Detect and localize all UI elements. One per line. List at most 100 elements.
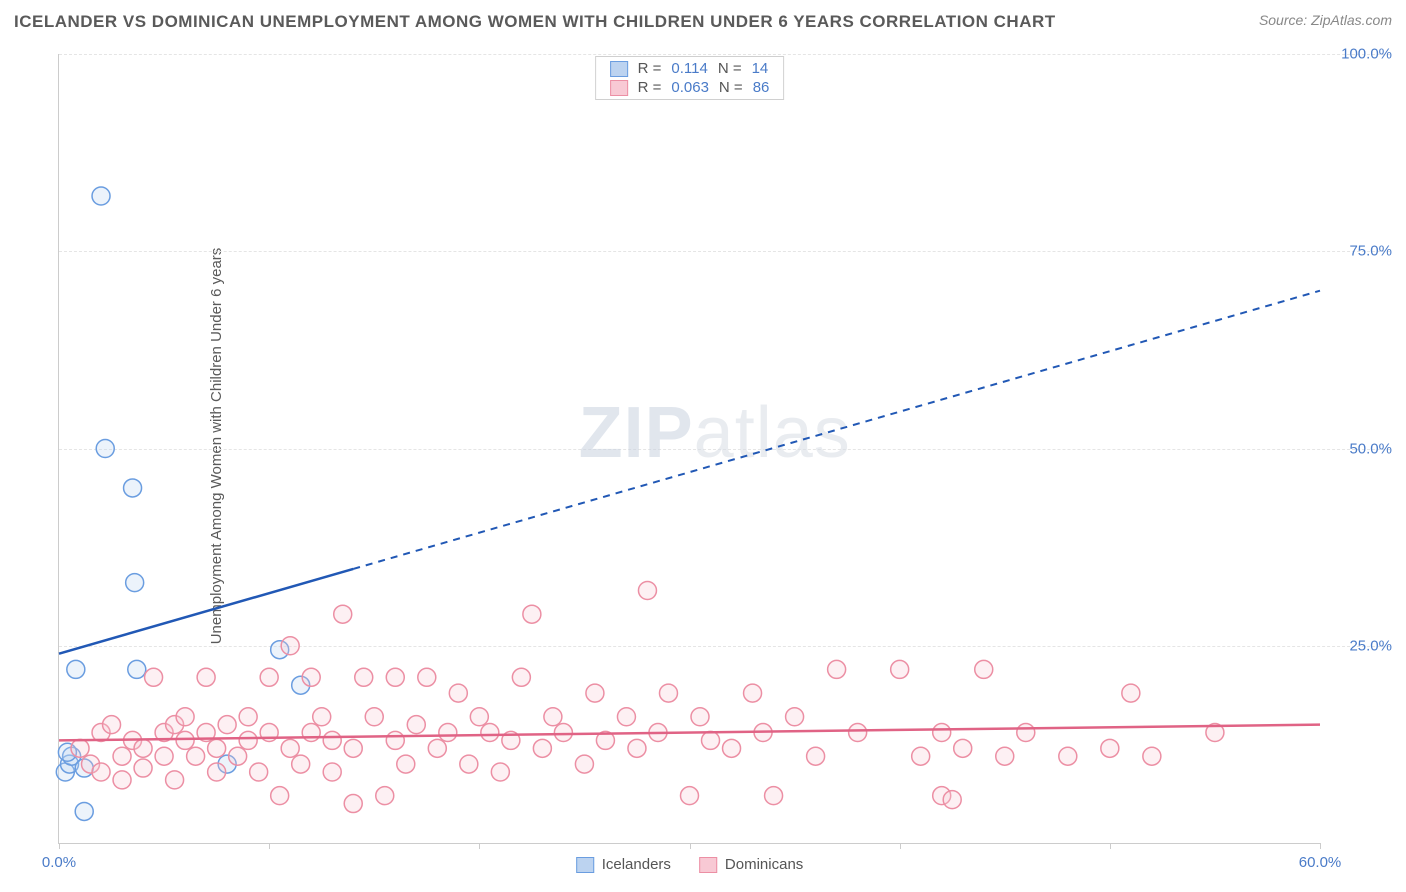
y-tick-label: 50.0%	[1349, 440, 1392, 457]
data-point	[481, 724, 499, 742]
data-point	[92, 763, 110, 781]
x-tick	[900, 843, 901, 849]
data-point	[302, 724, 320, 742]
data-point	[176, 708, 194, 726]
data-point	[807, 747, 825, 765]
data-point	[533, 739, 551, 757]
data-point	[418, 668, 436, 686]
data-point	[386, 668, 404, 686]
stats-row: R =0.114N =14	[596, 59, 784, 78]
data-point	[617, 708, 635, 726]
data-point	[575, 755, 593, 773]
data-point	[723, 739, 741, 757]
data-point	[71, 739, 89, 757]
data-point	[460, 755, 478, 773]
scatter-svg	[59, 54, 1320, 843]
stat-r-value: 0.063	[671, 79, 709, 96]
data-point	[491, 763, 509, 781]
legend-label: Icelanders	[602, 856, 671, 873]
header: ICELANDER VS DOMINICAN UNEMPLOYMENT AMON…	[14, 12, 1392, 32]
data-point	[523, 605, 541, 623]
data-point	[334, 605, 352, 623]
data-point	[659, 684, 677, 702]
data-point	[355, 668, 373, 686]
data-point	[113, 771, 131, 789]
x-tick	[1320, 843, 1321, 849]
x-tick	[59, 843, 60, 849]
data-point	[691, 708, 709, 726]
legend-item: Dominicans	[699, 856, 803, 873]
legend-item: Icelanders	[576, 856, 671, 873]
trend-line-dashed	[353, 291, 1320, 569]
data-point	[218, 716, 236, 734]
stat-n-value: 14	[752, 60, 769, 77]
chart-title: ICELANDER VS DOMINICAN UNEMPLOYMENT AMON…	[14, 12, 1056, 32]
data-point	[933, 724, 951, 742]
data-point	[67, 660, 85, 678]
data-point	[239, 731, 257, 749]
data-point	[250, 763, 268, 781]
data-point	[208, 739, 226, 757]
legend-swatch	[576, 857, 594, 873]
data-point	[1101, 739, 1119, 757]
data-point	[344, 795, 362, 813]
data-point	[92, 187, 110, 205]
y-tick-label: 100.0%	[1341, 46, 1392, 63]
data-point	[702, 731, 720, 749]
data-point	[681, 787, 699, 805]
x-tick-label: 60.0%	[1299, 854, 1342, 871]
data-point	[376, 787, 394, 805]
data-point	[449, 684, 467, 702]
data-point	[912, 747, 930, 765]
data-point	[554, 724, 572, 742]
data-point	[470, 708, 488, 726]
data-point	[113, 747, 131, 765]
data-point	[628, 739, 646, 757]
stat-r-value: 0.114	[671, 60, 707, 77]
data-point	[197, 668, 215, 686]
source-label: Source: ZipAtlas.com	[1259, 12, 1392, 28]
stat-n-label: N =	[719, 79, 743, 96]
data-point	[638, 582, 656, 600]
data-point	[943, 791, 961, 809]
data-point	[208, 763, 226, 781]
chart-container: ICELANDER VS DOMINICAN UNEMPLOYMENT AMON…	[0, 0, 1406, 892]
legend-swatch	[610, 80, 628, 96]
stats-row: R =0.063N =86	[596, 78, 784, 97]
y-tick-label: 25.0%	[1349, 637, 1392, 654]
x-tick	[269, 843, 270, 849]
data-point	[292, 755, 310, 773]
data-point	[323, 763, 341, 781]
data-point	[765, 787, 783, 805]
legend-label: Dominicans	[725, 856, 803, 873]
data-point	[407, 716, 425, 734]
data-point	[544, 708, 562, 726]
data-point	[239, 708, 257, 726]
x-tick	[479, 843, 480, 849]
data-point	[128, 660, 146, 678]
data-point	[176, 731, 194, 749]
data-point	[1017, 724, 1035, 742]
data-point	[187, 747, 205, 765]
data-point	[134, 739, 152, 757]
data-point	[124, 479, 142, 497]
data-point	[397, 755, 415, 773]
data-point	[166, 771, 184, 789]
stat-n-label: N =	[718, 60, 742, 77]
data-point	[365, 708, 383, 726]
x-tick	[1110, 843, 1111, 849]
data-point	[1059, 747, 1077, 765]
data-point	[1122, 684, 1140, 702]
x-tick-label: 0.0%	[42, 854, 76, 871]
data-point	[155, 747, 173, 765]
data-point	[75, 802, 93, 820]
data-point	[281, 637, 299, 655]
data-point	[1143, 747, 1161, 765]
y-tick-label: 75.0%	[1349, 243, 1392, 260]
data-point	[586, 684, 604, 702]
data-point	[260, 668, 278, 686]
data-point	[271, 787, 289, 805]
data-point	[828, 660, 846, 678]
data-point	[786, 708, 804, 726]
legend-swatch	[699, 857, 717, 873]
